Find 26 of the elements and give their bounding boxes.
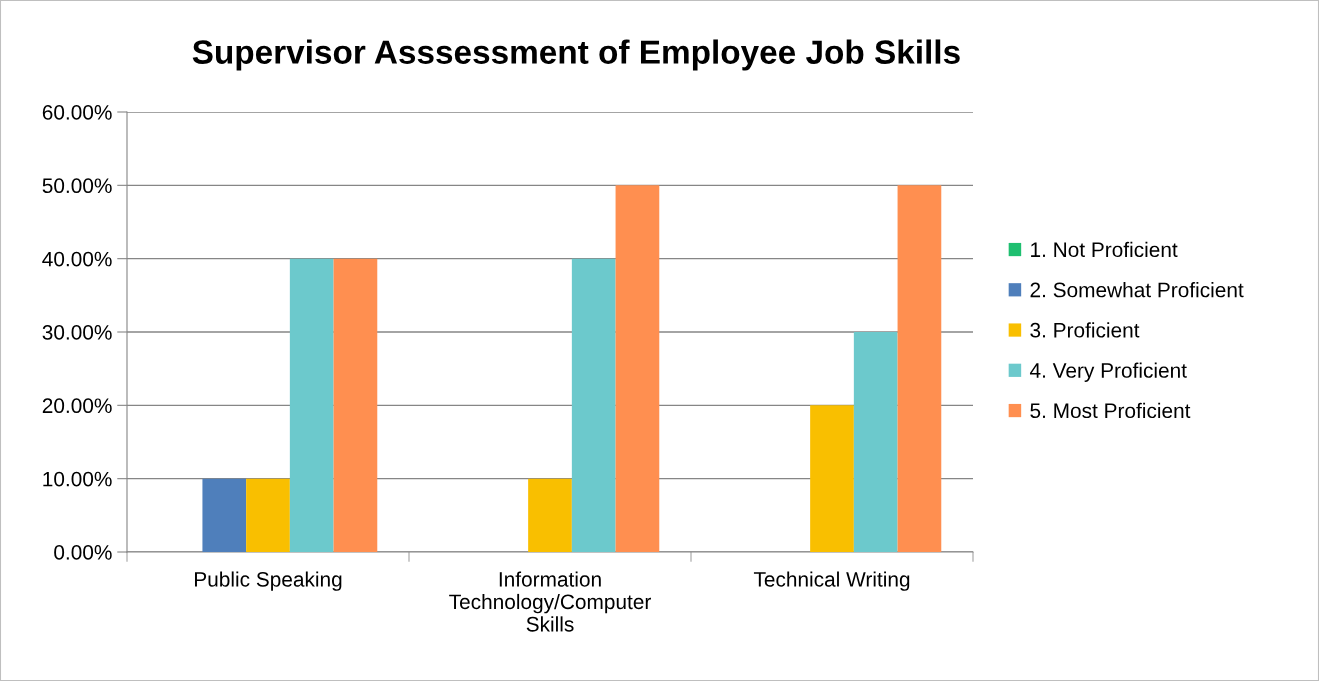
legend-label: 4. Very Proficient (1029, 362, 1187, 382)
x-tick-label: Public Speaking (195, 571, 342, 591)
legend-label: 3. Proficient (1030, 322, 1140, 338)
bar (333, 258, 378, 552)
bar (289, 258, 334, 552)
chart-title: Supervisor Asssessment of Employee Job Skills (192, 39, 960, 71)
x-tick-label: Information Technology/Computer Skills (449, 571, 651, 632)
legend-label: 2. Somewhat Proficient (1030, 282, 1244, 298)
legend-label: 1. Not Proficient (1031, 241, 1178, 258)
y-tick-label: 10.00% (43, 471, 112, 487)
bar (246, 478, 290, 552)
x-tick-label: Technical Writing (753, 571, 910, 591)
y-tick-label: 40.00% (42, 251, 112, 267)
bar (615, 185, 660, 552)
y-tick-label: 60.00% (42, 105, 112, 120)
bar (853, 332, 898, 552)
y-tick-label: 30.00% (42, 325, 112, 340)
legend-label: 5. Most Proficient (1030, 402, 1191, 419)
bar (571, 258, 616, 552)
y-tick-label: 0.00% (54, 545, 112, 560)
y-tick-label: 50.00% (42, 178, 112, 194)
bar (528, 478, 572, 552)
bar (810, 405, 854, 552)
bar (897, 185, 942, 552)
y-tick-label: 20.00% (42, 398, 112, 414)
bar (202, 478, 247, 552)
